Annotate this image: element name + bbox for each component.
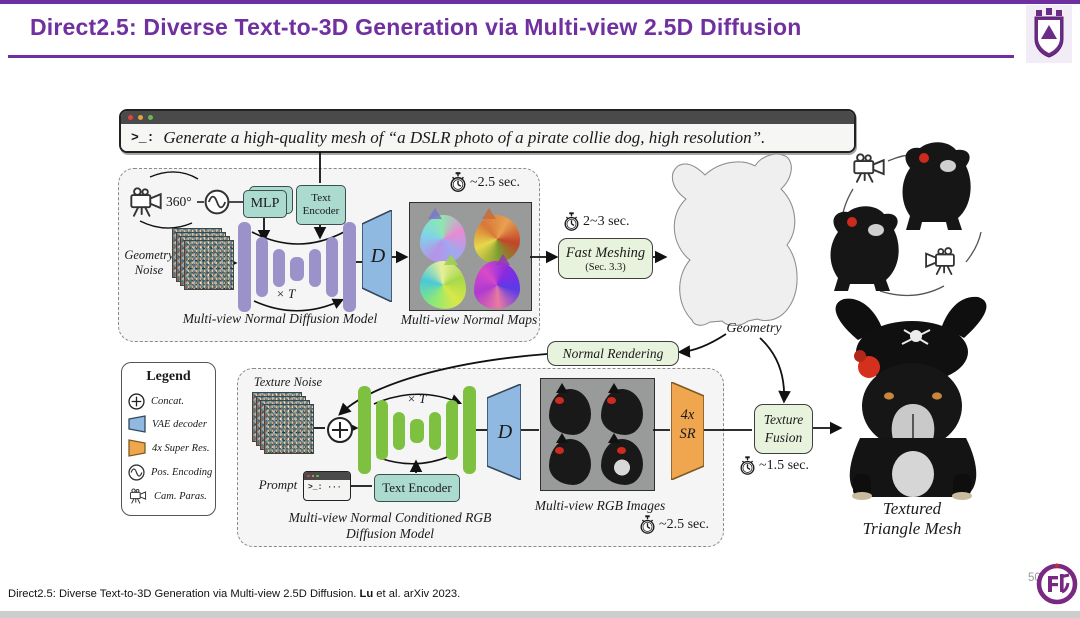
legend-panel: Legend Concat. VAE decoder 4x Super Res.… [121,362,216,516]
geometry-mesh-illustration [671,153,798,326]
vae-decoder-icon [128,415,146,433]
fast-meshing-box: Fast Meshing (Sec. 3.3) [558,238,653,279]
camera-icon [127,186,165,218]
rgb-dog-thumb [549,383,591,435]
decoder-letter-lower: D [497,420,513,443]
decoder-letter-upper: D [370,244,386,267]
textured-mesh-dog-illustration [835,296,987,500]
normal-map-thumb [474,254,520,309]
iterations-label-upper: × T [276,286,296,301]
stopwatch-icon [564,212,579,232]
pos-encoding-icon [128,464,145,481]
normal-model-caption: Multi-view Normal Diffusion Model [182,311,378,326]
orbit-camera-icon [922,246,958,276]
normal-map-thumb [420,208,466,263]
prompt-terminal-window: >_: Generate a high-quality mesh of “a D… [119,109,856,153]
text-encoder-box-lower: Text Encoder [374,474,460,502]
legend-item-concat: Concat. [128,391,184,411]
citation-author: Lu [359,588,374,600]
maximize-icon [148,115,153,120]
normal-maps-image [409,202,532,311]
rgb-dog-thumb [549,433,591,485]
prompt-label: Prompt [258,477,298,492]
cam-params-icon [128,488,148,504]
terminal-titlebar [121,111,854,124]
texture-noise-label: Texture Noise [253,375,323,389]
vae-decoder-lower [487,384,521,480]
rgb-model-caption: Multi-view Normal Conditioned RGB Diffus… [288,510,492,541]
prompt-text: Generate a high-quality mesh of “a DSLR … [163,127,766,147]
geometry-noise-label: Geometry Noise [124,248,174,277]
camera-360-label: 360° [166,194,192,209]
legend-item-sr: 4x Super Res. [128,438,209,458]
super-res-icon [128,439,146,457]
rgb-stage-timer: ~2.5 sec. [640,515,709,535]
text-encoder-line1: Text [311,192,331,205]
stopwatch-icon [740,456,755,476]
normal-rendering-box: Normal Rendering [547,341,679,366]
rgb-dog-thumb [601,433,643,485]
normal-map-thumb [420,254,466,309]
legend-title: Legend [146,369,191,384]
legend-item-posenc: Pos. Encoding [128,462,212,482]
orbit-camera-icon [850,152,888,184]
terminal-body: >_: Generate a high-quality mesh of “a D… [121,124,854,151]
rgb-dog-thumb [601,383,643,435]
super-res-trapezoid [671,382,704,480]
school-seal-logo [1036,563,1078,605]
concat-icon [128,393,145,410]
stopwatch-icon [640,515,655,535]
bottom-gray-strip [0,611,1080,618]
meshing-timer: 2~3 sec. [564,212,629,232]
concat-node [327,417,353,443]
normal-maps-caption: Multi-view Normal Maps [400,312,538,327]
pos-encoding-icon [204,189,230,215]
texture-fusion-box: Texture Fusion [754,404,813,454]
close-icon [128,115,133,120]
legend-item-camparams: Cam. Paras. [128,486,207,506]
terminal-prompt-icon: >_: [131,130,155,145]
super-res-label: 4x SR [679,407,696,442]
mlp-box: MLP [243,190,287,218]
university-crest-logo [1026,5,1072,63]
citation: Direct2.5: Diverse Text-to-3D Generation… [8,588,461,600]
rgb-images-caption: Multi-view RGB Images [534,498,666,513]
minimize-icon [138,115,143,120]
title-underline [8,55,1014,58]
textured-mesh-caption: Textured Triangle Mesh [862,499,962,538]
text-encoder-line2: Encoder [302,205,340,217]
legend-item-vae: VAE decoder [128,414,207,434]
text-encoder-box-upper: Text Encoder [296,185,346,225]
page-title: Direct2.5: Diverse Text-to-3D Generation… [30,14,802,40]
mini-terminal: >_: ··· [303,471,351,501]
rgb-images-grid [540,378,655,491]
top-accent-bar [0,0,1080,4]
fusion-timer: ~1.5 sec. [740,456,809,476]
iterations-label-lower: × T [407,391,427,406]
normal-stage-timer: ~2.5 sec. [450,172,520,193]
stopwatch-icon [450,172,466,193]
vae-decoder-upper [362,210,392,302]
geometry-caption: Geometry [726,321,782,336]
mini-terminal-text: >_: ··· [308,483,342,492]
